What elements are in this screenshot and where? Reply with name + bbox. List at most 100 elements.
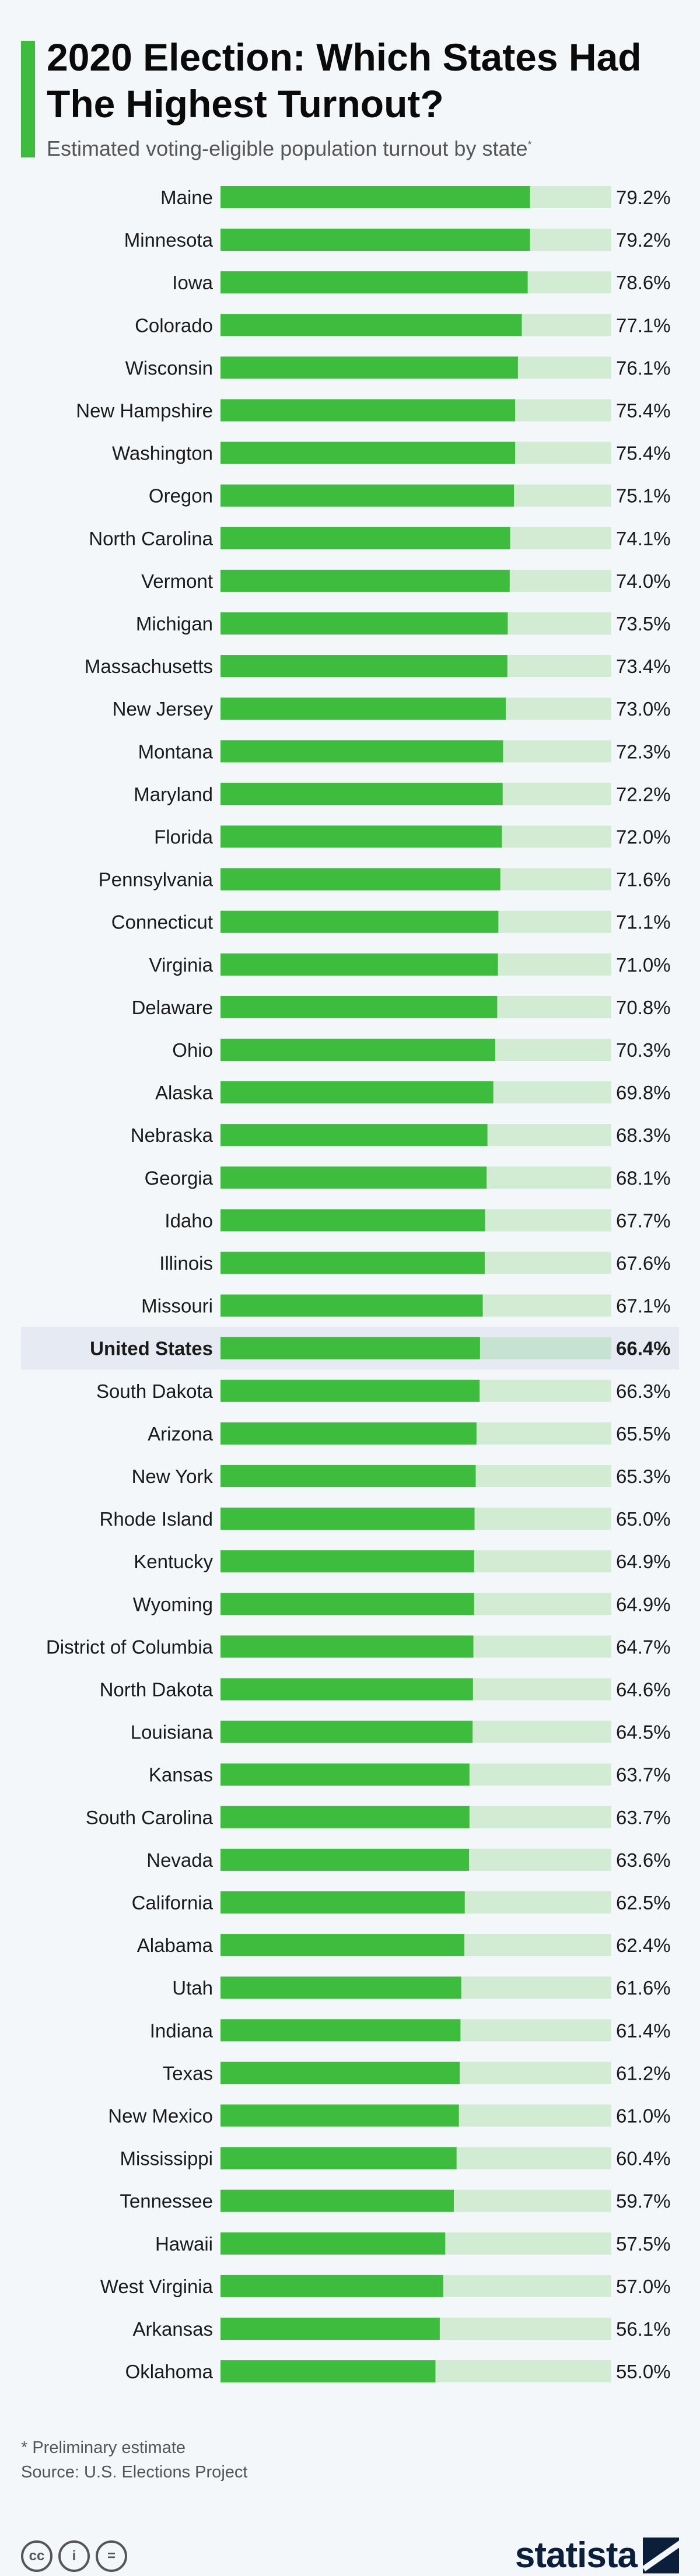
category-label: Ohio: [172, 1039, 213, 1061]
category-label: South Carolina: [86, 1807, 214, 1828]
bar[interactable]: [220, 229, 530, 251]
bar[interactable]: [220, 825, 502, 848]
value-label: 66.4%: [616, 1338, 671, 1359]
value-label: 77.1%: [616, 314, 671, 336]
value-label: 73.5%: [616, 613, 671, 635]
bar[interactable]: [220, 1848, 470, 1871]
category-label: Kentucky: [134, 1551, 213, 1572]
bar[interactable]: [220, 1252, 485, 1274]
bar[interactable]: [220, 1337, 480, 1359]
value-label: 71.0%: [616, 954, 671, 976]
bar[interactable]: [220, 2019, 461, 2042]
value-label: 66.3%: [616, 1380, 671, 1402]
bar[interactable]: [220, 783, 503, 805]
bar[interactable]: [220, 271, 528, 294]
bar[interactable]: [220, 314, 522, 337]
category-label: Louisiana: [131, 1722, 214, 1743]
bar[interactable]: [220, 655, 508, 678]
category-label: Rhode Island: [100, 1508, 213, 1530]
bar[interactable]: [220, 1166, 487, 1189]
value-label: 65.5%: [616, 1423, 671, 1445]
bar[interactable]: [220, 910, 499, 933]
bar[interactable]: [220, 2104, 459, 2127]
category-label: Washington: [112, 443, 213, 464]
category-label: Colorado: [135, 314, 213, 336]
bar[interactable]: [220, 996, 498, 1018]
bar[interactable]: [220, 356, 518, 379]
category-label: West Virginia: [100, 2276, 214, 2297]
bar[interactable]: [220, 1209, 485, 1232]
bar[interactable]: [220, 1934, 465, 1957]
bar[interactable]: [220, 2232, 446, 2255]
category-label: Vermont: [141, 570, 213, 592]
value-label: 68.3%: [616, 1124, 671, 1146]
bar[interactable]: [220, 1081, 494, 1104]
bar[interactable]: [220, 1976, 461, 1999]
category-label: North Dakota: [100, 1679, 214, 1701]
bar[interactable]: [220, 2274, 443, 2297]
bar[interactable]: [220, 868, 501, 891]
value-label: 74.0%: [616, 570, 671, 592]
category-label: Michigan: [136, 613, 213, 635]
bar[interactable]: [220, 1593, 474, 1615]
value-label: 78.6%: [616, 272, 671, 293]
bar[interactable]: [220, 1124, 488, 1147]
bar[interactable]: [220, 698, 506, 720]
bar[interactable]: [220, 399, 516, 422]
bar[interactable]: [220, 740, 503, 763]
category-label: Minnesota: [124, 229, 214, 251]
category-label: Iowa: [172, 272, 213, 293]
bar[interactable]: [220, 527, 510, 549]
bar[interactable]: [220, 612, 508, 635]
category-label: Wisconsin: [125, 357, 213, 378]
bar[interactable]: [220, 1379, 480, 1402]
bar[interactable]: [220, 2318, 440, 2340]
bar[interactable]: [220, 1422, 477, 1445]
category-label: New Jersey: [113, 698, 214, 720]
category-label: Maine: [160, 187, 213, 208]
category-label: Nebraska: [131, 1124, 214, 1146]
value-label: 72.0%: [616, 826, 671, 848]
chart-subtitle-text: Estimated voting-eligible population tur…: [47, 136, 528, 160]
bar[interactable]: [220, 2360, 436, 2383]
brand-logo[interactable]: statista: [515, 2535, 679, 2576]
brand-name: statista: [514, 2535, 638, 2575]
bar[interactable]: [220, 1678, 473, 1701]
bar[interactable]: [220, 484, 514, 507]
bar[interactable]: [220, 2147, 457, 2170]
value-label: 64.9%: [616, 1593, 671, 1615]
bar[interactable]: [220, 1720, 473, 1743]
category-label: Connecticut: [111, 912, 213, 933]
category-label: Montana: [138, 741, 214, 762]
bar[interactable]: [220, 1294, 483, 1317]
value-label: 55.0%: [616, 2361, 671, 2382]
value-label: 73.0%: [616, 698, 671, 720]
category-label: Mississippi: [120, 2148, 213, 2170]
no-derivatives-icon[interactable]: =: [96, 2540, 127, 2572]
bar[interactable]: [220, 1635, 474, 1658]
category-label: Georgia: [145, 1167, 214, 1189]
bar[interactable]: [220, 1891, 465, 1913]
category-label: Massachusetts: [85, 656, 213, 677]
bar[interactable]: [220, 1763, 470, 1786]
bar[interactable]: [220, 1465, 476, 1487]
value-label: 79.2%: [616, 187, 671, 208]
category-label: District of Columbia: [46, 1636, 214, 1657]
value-label: 56.1%: [616, 2318, 671, 2340]
bar[interactable]: [220, 569, 510, 592]
bar[interactable]: [220, 1550, 474, 1573]
cc-icon[interactable]: cc: [21, 2540, 52, 2572]
bar[interactable]: [220, 1508, 475, 1530]
bar[interactable]: [220, 186, 530, 208]
bar[interactable]: [220, 953, 498, 976]
value-label: 75.4%: [616, 400, 671, 422]
value-label: 72.3%: [616, 741, 671, 762]
value-label: 72.2%: [616, 783, 671, 805]
bar[interactable]: [220, 2189, 454, 2212]
bar[interactable]: [220, 2062, 460, 2084]
attribution-icon[interactable]: i: [58, 2540, 90, 2572]
footnote: * Preliminary estimate Source: U.S. Elec…: [21, 2435, 247, 2484]
bar[interactable]: [220, 1806, 470, 1828]
bar[interactable]: [220, 1039, 496, 1061]
bar[interactable]: [220, 441, 516, 464]
